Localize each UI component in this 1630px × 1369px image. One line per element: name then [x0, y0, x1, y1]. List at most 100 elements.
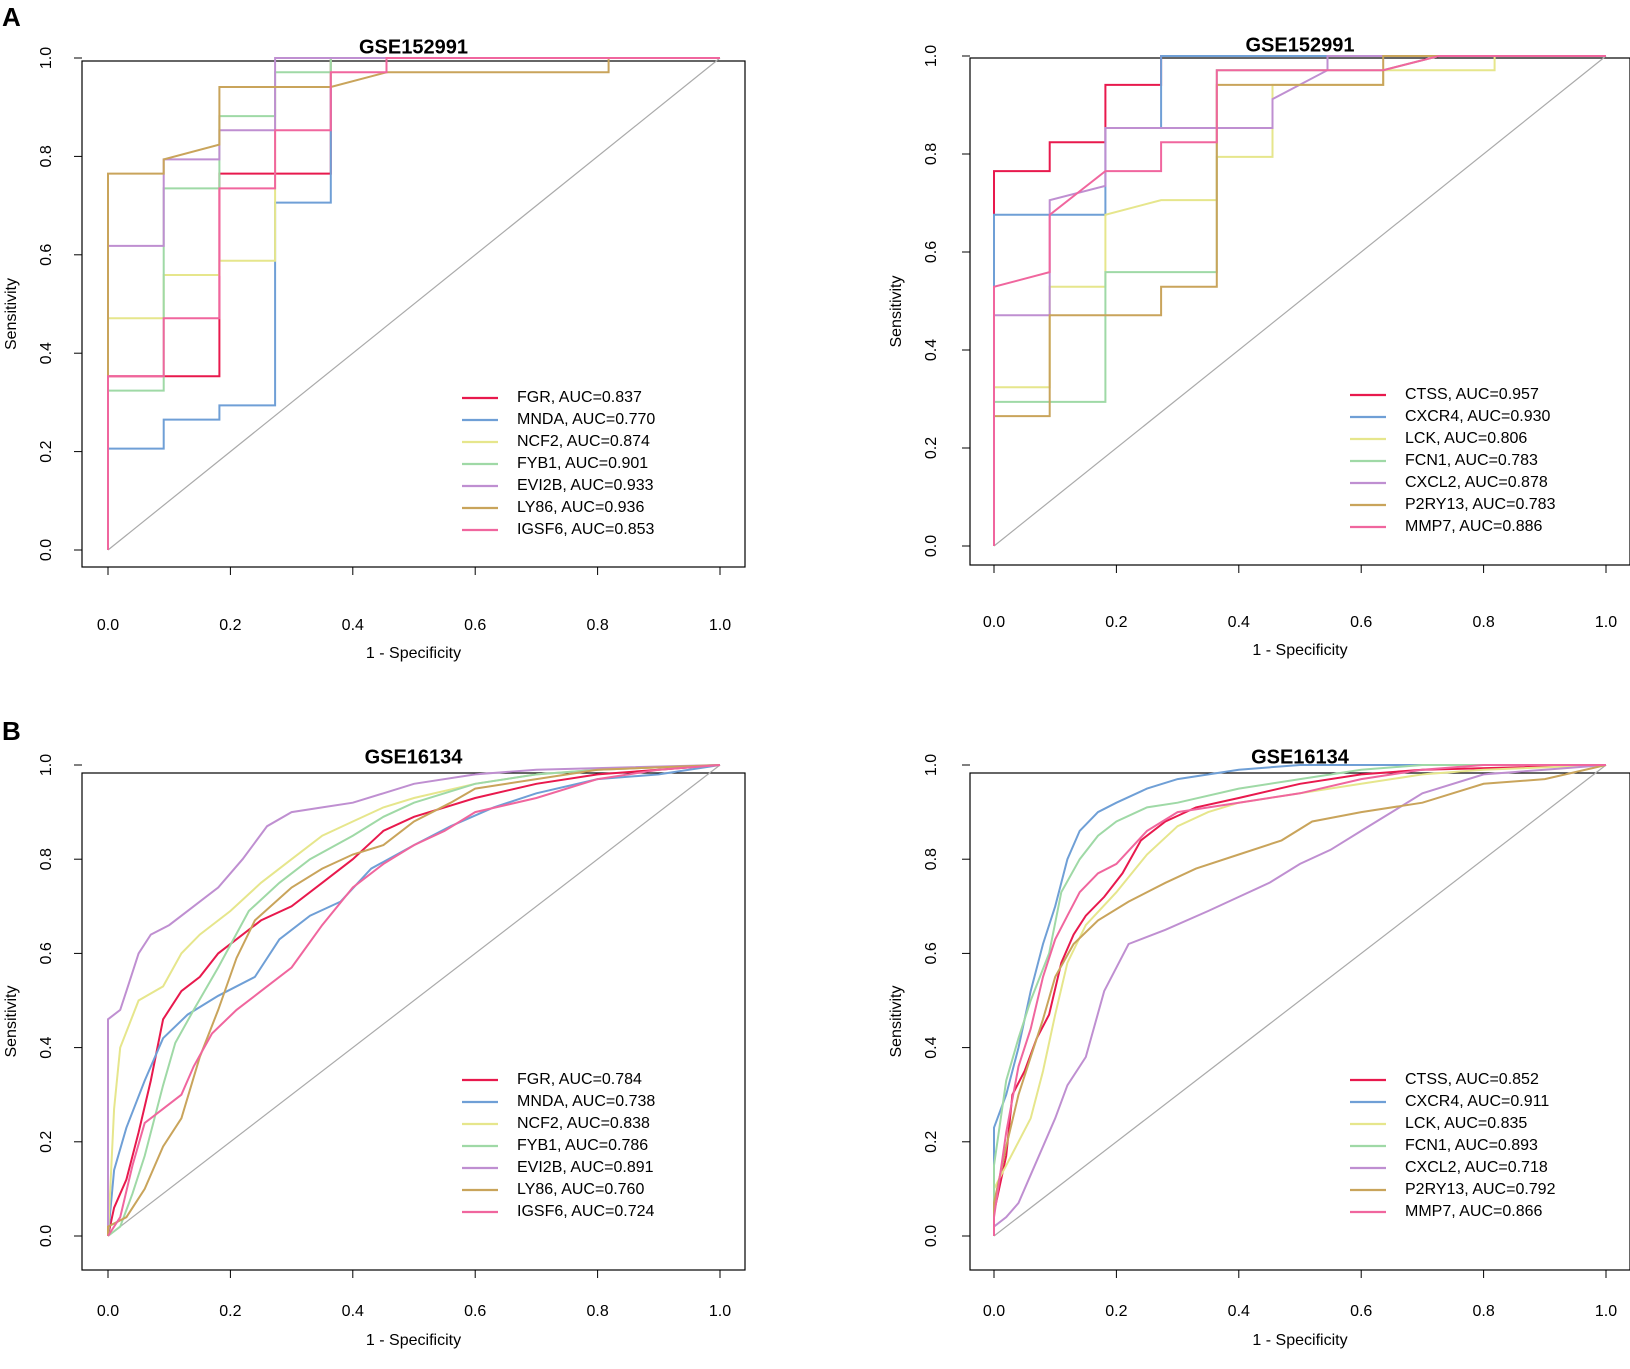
y-tick-label: 0.2: [38, 1131, 55, 1153]
roc-curve-ly86: [107, 764, 721, 1236]
legend-label: MMP7, AUC=0.866: [1405, 1203, 1543, 1220]
x-tick-label: 0.4: [342, 1303, 364, 1320]
plot-frame: [969, 772, 1630, 1271]
x-tick-label: 1.0: [1595, 614, 1617, 631]
x-tick-label: 0.8: [1472, 614, 1494, 631]
roc-curve-fgr: [107, 764, 721, 1237]
legend-label: FYB1, AUC=0.901: [517, 455, 648, 472]
y-tick-label: 0.4: [38, 1036, 55, 1058]
y-tick-label: 0.4: [38, 342, 55, 364]
roc-curve-mnda: [107, 57, 720, 550]
legend-label: FCN1, AUC=0.893: [1405, 1137, 1538, 1154]
y-tick-label: 0.6: [923, 241, 940, 263]
chart-title: GSE16134: [1251, 746, 1350, 768]
roc-curve-lck: [993, 764, 1607, 1236]
panel-label-b: B: [2, 716, 21, 746]
plot-frame: [81, 772, 746, 1271]
y-tick-label: 0.2: [38, 440, 55, 462]
y-tick-label: 0.0: [923, 535, 940, 557]
roc-chart-b-left: GSE16134 0.0 0.0 0.2 0.2 0.4 0.4 0.6 0.6 0.8 0.8 1.…: [3, 746, 746, 1349]
y-tick-label: 0.4: [923, 339, 940, 361]
roc-chart-b-right: GSE16134 0.0 0.0 0.2 0.2 0.4 0.4 0.6 0.6 0.8 0.8 1.…: [888, 746, 1630, 1349]
roc-curve-p2ry13: [993, 55, 1606, 546]
y-axis-title: Sensitivity: [888, 985, 905, 1057]
roc-curve-igsf6: [107, 57, 720, 550]
y-tick-label: 0.0: [923, 1225, 940, 1247]
x-axis-title: 1 - Specificity: [366, 1332, 461, 1349]
x-tick-label: 1.0: [1595, 1303, 1617, 1320]
roc-curve-cxcr4: [993, 764, 1606, 1236]
legend-label: LY86, AUC=0.760: [517, 1181, 644, 1198]
x-tick-label: 0.6: [1350, 614, 1372, 631]
legend-label: NCF2, AUC=0.874: [517, 433, 650, 450]
reference-diagonal: [993, 55, 1607, 547]
y-tick-label: 0.2: [923, 437, 940, 459]
legend-label: LCK, AUC=0.806: [1405, 430, 1527, 447]
x-tick-label: 0.6: [464, 617, 486, 634]
y-axis-title: Sensitivity: [3, 985, 20, 1057]
x-tick-label: 0.8: [586, 617, 608, 634]
legend-label: P2RY13, AUC=0.792: [1405, 1181, 1556, 1198]
x-tick-label: 0.6: [464, 1303, 486, 1320]
reference-diagonal: [107, 57, 721, 551]
x-tick-label: 0.0: [983, 614, 1005, 631]
plot-frame: [969, 57, 1630, 566]
y-tick-label: 0.8: [38, 848, 55, 870]
roc-curve-cxcl2: [993, 55, 1606, 546]
legend-label: IGSF6, AUC=0.853: [517, 521, 655, 538]
y-tick-label: 1.0: [38, 47, 55, 69]
legend-label: FGR, AUC=0.784: [517, 1071, 642, 1088]
legend-label: EVI2B, AUC=0.933: [517, 477, 654, 494]
legend-label: MNDA, AUC=0.738: [517, 1093, 655, 1110]
x-axis-title: 1 - Specificity: [1252, 1332, 1347, 1349]
legend-label: FCN1, AUC=0.783: [1405, 452, 1538, 469]
roc-curve-mmp7: [993, 55, 1606, 546]
y-axis-title: Sensitivity: [3, 278, 20, 350]
x-tick-label: 0.0: [97, 617, 119, 634]
y-tick-label: 0.4: [923, 1036, 940, 1058]
x-tick-label: 0.2: [219, 1303, 241, 1320]
roc-curve-mmp7: [993, 764, 1606, 1236]
roc-curve-fcn1: [993, 764, 1606, 1236]
y-tick-label: 0.6: [38, 244, 55, 266]
plot-frame: [81, 60, 746, 568]
y-tick-label: 1.0: [923, 45, 940, 67]
y-tick-label: 0.6: [38, 942, 55, 964]
x-axis-title: 1 - Specificity: [1252, 642, 1347, 659]
legend-label: CTSS, AUC=0.957: [1405, 386, 1539, 403]
y-tick-label: 0.2: [923, 1131, 940, 1153]
legend-label: CXCL2, AUC=0.718: [1405, 1159, 1548, 1176]
x-tick-label: 0.6: [1350, 1303, 1372, 1320]
x-tick-label: 0.0: [97, 1303, 119, 1320]
legend-label: FYB1, AUC=0.786: [517, 1137, 648, 1154]
legend-label: NCF2, AUC=0.838: [517, 1115, 650, 1132]
x-tick-label: 0.8: [586, 1303, 608, 1320]
legend-label: CTSS, AUC=0.852: [1405, 1071, 1539, 1088]
x-tick-label: 1.0: [709, 1303, 731, 1320]
y-tick-label: 0.8: [923, 143, 940, 165]
y-tick-label: 0.0: [38, 1225, 55, 1247]
x-tick-label: 0.4: [342, 617, 364, 634]
x-tick-label: 0.2: [219, 617, 241, 634]
x-tick-label: 0.4: [1228, 1303, 1250, 1320]
legend-label: MNDA, AUC=0.770: [517, 411, 655, 428]
y-tick-label: 1.0: [923, 754, 940, 776]
x-tick-label: 0.0: [983, 1303, 1005, 1320]
chart-title: GSE152991: [1246, 34, 1355, 56]
roc-curve-fyb1: [107, 764, 721, 1237]
roc-curve-p2ry13: [993, 764, 1607, 1236]
panel-label-a: A: [2, 2, 21, 32]
roc-curve-evi2b: [107, 764, 721, 1236]
x-tick-label: 0.2: [1105, 614, 1127, 631]
y-tick-label: 0.0: [38, 539, 55, 561]
roc-curve-ly86: [107, 57, 720, 550]
roc-curve-mnda: [107, 764, 721, 1237]
y-tick-label: 0.8: [38, 145, 55, 167]
legend-label: LCK, AUC=0.835: [1405, 1115, 1527, 1132]
legend-label: FGR, AUC=0.837: [517, 389, 642, 406]
legend-label: IGSF6, AUC=0.724: [517, 1203, 655, 1220]
chart-title: GSE16134: [365, 746, 464, 768]
y-axis-title: Sensitivity: [888, 275, 905, 347]
y-tick-label: 0.6: [923, 942, 940, 964]
roc-curve-evi2b: [107, 57, 720, 550]
